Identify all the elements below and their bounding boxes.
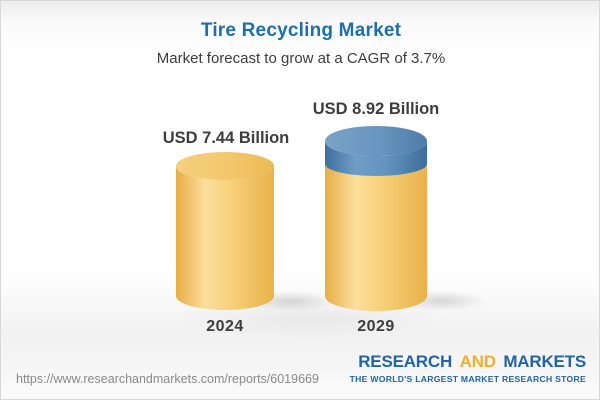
logo-word-and: AND [459,352,496,371]
report-url-link[interactable]: https://www.researchandmarkets.com/repor… [16,372,319,386]
logo-word-markets: MARKETS [503,352,586,371]
logo-word-research: RESEARCH [358,352,453,371]
page-subtitle: Market forecast to grow at a CAGR of 3.7… [156,50,446,67]
page-title: Tire Recycling Market [200,20,402,41]
research-and-markets-logo: RESEARCH AND MARKETS THE WORLD'S LARGEST… [349,352,587,384]
cylinder-bar-2024 [176,152,274,310]
bar-value-label-2029: USD 8.92 Billion [312,100,440,118]
axis-label-2024: 2024 [206,318,244,335]
bar-value-label-2024: USD 7.44 Billion [162,129,290,147]
logo-wordmark: RESEARCH AND MARKETS [350,352,586,372]
cylinder-bar-2029 [325,126,427,311]
axis-label-2029: 2029 [357,318,395,335]
logo-tagline: THE WORLD'S LARGEST MARKET RESEARCH STOR… [349,373,586,384]
